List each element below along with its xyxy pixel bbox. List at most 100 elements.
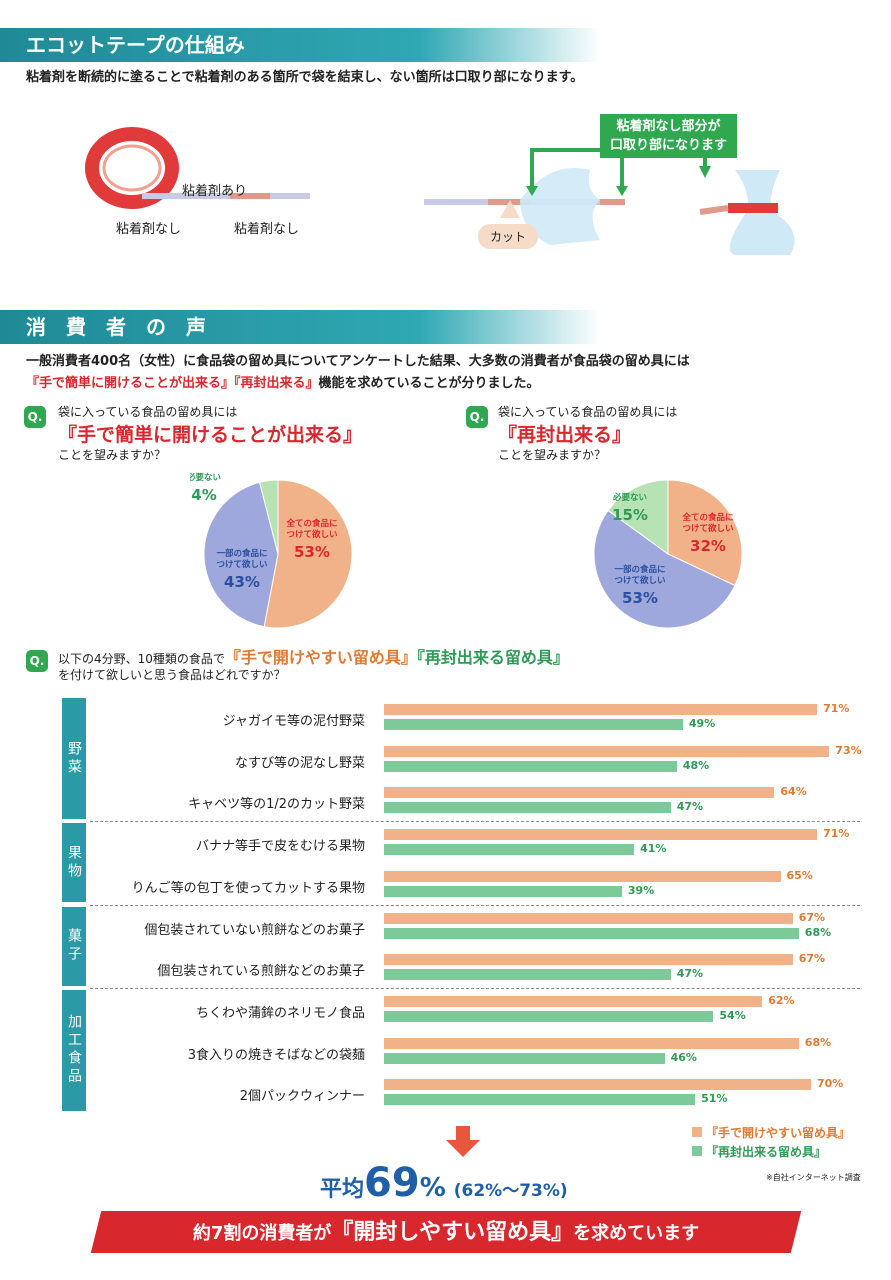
q3-prefix: 以下の4分野、10種類の食品で bbox=[58, 652, 225, 666]
label-adhesive: 粘着剤あり bbox=[182, 184, 248, 199]
mechanism-description: 粘着剤を断続的に塗ることで粘着剤のある箇所で袋を結束し、ない箇所は口取り部になり… bbox=[26, 70, 584, 85]
bar-group-label: 果物 bbox=[62, 823, 86, 903]
bar-value-label: 71% bbox=[823, 827, 850, 841]
q2-badge: Q. bbox=[466, 406, 488, 428]
conclusion-pre: 約7割の消費者が bbox=[192, 1223, 332, 1244]
legend-resealable: 『再封出来る留め具』 bbox=[692, 1143, 826, 1160]
bar-value-label: 71% bbox=[823, 702, 850, 715]
bar-category-label: 個包装されていない煎餅などのお菓子 bbox=[144, 922, 365, 938]
label-no-adhesive-2: 粘着剤なし bbox=[234, 222, 300, 237]
pie-slice bbox=[607, 479, 669, 555]
bar-value-label: 68% bbox=[804, 925, 832, 939]
q3-highlight-1: 『手で開けやすい留め具』 bbox=[224, 648, 417, 667]
bar-value-label: 62% bbox=[768, 993, 795, 1007]
legend-swatch-green bbox=[692, 1146, 702, 1156]
pie-slice-label: つけて欲しい bbox=[682, 523, 733, 534]
pie-slice-label: 一部の食品に bbox=[614, 564, 665, 575]
bar-value-label: 46% bbox=[670, 1050, 697, 1064]
section-title-mechanism: エコットテープの仕組み bbox=[0, 28, 600, 62]
bar-value-label: 68% bbox=[804, 1035, 832, 1049]
bar-category-label: バナナ等手で皮をむける果物 bbox=[195, 839, 365, 855]
pie-slice-label: つけて欲しい bbox=[286, 529, 337, 540]
pie-slice-label: 全ての食品に bbox=[285, 518, 337, 529]
bar-resealable bbox=[384, 802, 671, 814]
cut-label: カット bbox=[478, 224, 539, 249]
bar-category-label: ジャガイモ等の泥付野菜 bbox=[222, 714, 365, 729]
label-no-adhesive-1: 粘着剤なし bbox=[116, 222, 182, 237]
callout-box: 粘着剤なし部分が 口取り部になります bbox=[600, 114, 738, 158]
bar-easy-open bbox=[384, 829, 818, 841]
bar-value-label: 51% bbox=[701, 1092, 728, 1106]
bar-value-label: 41% bbox=[640, 842, 667, 856]
bar-easy-open bbox=[384, 870, 781, 882]
voices-rest: 機能を求めていることが分りました。 bbox=[318, 376, 540, 391]
bar-easy-open bbox=[384, 745, 830, 757]
bar-group-label: 菓子 bbox=[62, 906, 86, 986]
legend-label-easy-open: 『手で開けやすい留め具』 bbox=[706, 1126, 851, 1140]
legend-swatch-orange bbox=[692, 1127, 702, 1137]
bar-value-label: 49% bbox=[688, 717, 716, 730]
q3-highlight-2: 『再封出来る留め具』 bbox=[416, 648, 569, 667]
bar-group-label: 野菜 bbox=[62, 698, 86, 820]
legend-label-resealable: 『再封出来る留め具』 bbox=[706, 1145, 827, 1159]
average-line: 平均69% (62%〜73%) bbox=[320, 1160, 568, 1206]
pie-slice-label: 必要ない bbox=[190, 472, 221, 483]
bar-resealable bbox=[384, 719, 683, 730]
callout-line-2: 口取り部になります bbox=[610, 138, 728, 153]
survey-note: ※自社インターネット調査 bbox=[766, 1173, 861, 1182]
bar-resealable bbox=[384, 1094, 696, 1106]
voices-description-2: 『手で簡単に開けることが出来る』『再封出来る』機能を求めていることが分りました。 bbox=[26, 372, 540, 391]
conclusion-banner: 約7割の消費者が『開封しやすい留め具』を求めています bbox=[96, 1211, 796, 1253]
pie-slice-value: 53% bbox=[294, 543, 330, 561]
q1-highlight: 『手で簡単に開けることが出来る』 bbox=[58, 424, 363, 446]
q1-prefix: 袋に入っている食品の留め具には bbox=[58, 405, 238, 419]
section-title-voices: 消 費 者 の 声 bbox=[0, 310, 600, 344]
bar-easy-open bbox=[384, 912, 793, 924]
bar-value-label: 47% bbox=[676, 967, 704, 981]
conclusion-highlight: 『開封しやすい留め具』 bbox=[331, 1220, 574, 1245]
legend-easy-open: 『手で開けやすい留め具』 bbox=[692, 1124, 850, 1141]
bar-resealable bbox=[384, 1010, 714, 1022]
q1-suffix: ことを望みますか？ bbox=[58, 448, 167, 462]
bar-easy-open bbox=[384, 704, 818, 715]
bar-value-label: 67% bbox=[798, 952, 826, 966]
q2-highlight: 『再封出来る』 bbox=[498, 424, 632, 446]
bar-value-label: 65% bbox=[786, 868, 813, 882]
group-separator bbox=[90, 821, 860, 823]
bar-value-label: 73% bbox=[835, 743, 862, 757]
pie-slice bbox=[593, 509, 736, 629]
voices-description-1: 一般消費者400名（女性）に食品袋の留め具についてアンケートした結果、大多数の消… bbox=[26, 354, 690, 369]
bar-category-label: 2個パックウィンナー bbox=[239, 1089, 365, 1105]
conclusion-post: を求めています bbox=[573, 1223, 700, 1244]
q3-badge: Q. bbox=[26, 650, 48, 672]
bar-value-label: 48% bbox=[682, 758, 710, 772]
bar-value-label: 64% bbox=[780, 785, 807, 799]
bar-resealable bbox=[384, 969, 671, 981]
mechanism-illustration bbox=[85, 127, 795, 255]
bar-category-label: ちくわや蒲鉾のネリモノ食品 bbox=[195, 1005, 365, 1021]
bar-value-label: 70% bbox=[817, 1077, 844, 1091]
bar-easy-open bbox=[384, 995, 763, 1007]
bar-easy-open bbox=[384, 1037, 799, 1049]
bar-category-label: りんご等の包丁を使ってカットする果物 bbox=[131, 880, 365, 896]
bar-easy-open bbox=[384, 954, 793, 966]
pie-slice bbox=[258, 479, 279, 555]
cut-strip-icon bbox=[424, 168, 625, 245]
bar-easy-open bbox=[384, 787, 775, 799]
q2-suffix: ことを望みますか？ bbox=[498, 448, 607, 462]
q3-prefix-line: 以下の4分野、10種類の食品で『手で開けやすい留め具』『再封出来る留め具』 bbox=[58, 644, 569, 668]
bar-resealable bbox=[384, 885, 622, 897]
group-separator bbox=[90, 987, 860, 989]
bar-resealable bbox=[384, 760, 677, 772]
pie-slice-value: 53% bbox=[622, 589, 658, 607]
pie-slice-label: 全ての食品に bbox=[681, 512, 733, 523]
group-separator bbox=[90, 904, 860, 906]
bar-category-label: なすび等の泥なし野菜 bbox=[234, 755, 365, 771]
bar-value-label: 54% bbox=[719, 1008, 746, 1022]
average-range: (62%〜73%) bbox=[453, 1181, 568, 1201]
bar-easy-open bbox=[384, 1079, 811, 1091]
bar-resealable bbox=[384, 1052, 665, 1064]
voices-highlight: 『手で簡単に開けることが出来る』『再封出来る』 bbox=[26, 376, 319, 391]
